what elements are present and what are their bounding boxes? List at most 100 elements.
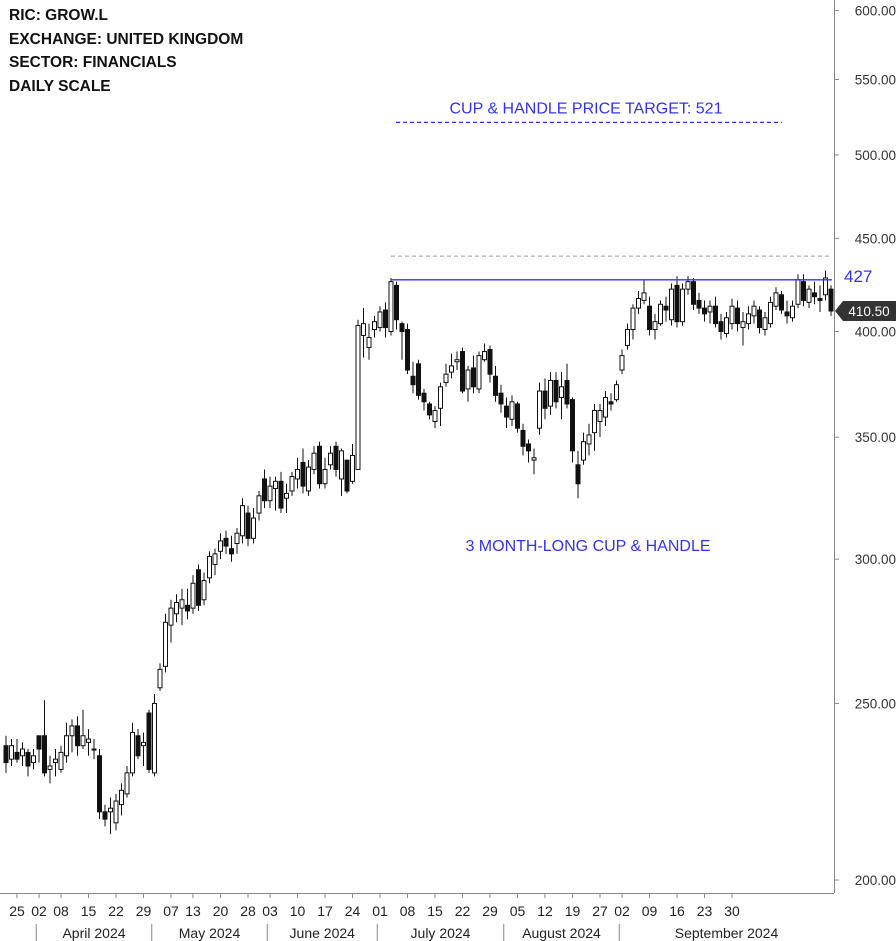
candle-body <box>735 307 740 325</box>
candle-body <box>179 599 185 609</box>
candle <box>185 588 190 620</box>
y-tick-label: 400.00 <box>855 325 896 340</box>
y-tick-label: 450.00 <box>855 231 896 246</box>
candle-body <box>273 480 278 490</box>
candle-body <box>322 468 328 485</box>
pattern-label: 3 MONTH-LONG CUP & HANDLE <box>465 538 710 555</box>
candle-body <box>559 386 564 398</box>
candle-body <box>812 292 817 298</box>
candle <box>157 663 163 691</box>
month-label: June 2024 <box>290 925 356 941</box>
candle-body <box>454 359 460 363</box>
candle-body <box>762 317 768 331</box>
candle <box>9 739 14 766</box>
candle <box>449 353 454 379</box>
candle-body <box>531 457 537 461</box>
candle <box>647 296 652 336</box>
candle <box>20 742 25 766</box>
candle <box>333 441 339 477</box>
x-tick-label: 02 <box>31 903 47 919</box>
candle <box>828 285 834 316</box>
candle-body <box>190 582 196 609</box>
candle <box>801 274 806 307</box>
candle <box>586 423 592 456</box>
candle <box>201 572 207 606</box>
x-tick-label: 05 <box>510 903 526 919</box>
x-tick-label: 17 <box>317 903 333 919</box>
candle <box>784 300 790 324</box>
last-price-tag: 410.50 <box>835 300 896 321</box>
candle-body <box>86 738 91 743</box>
candle <box>443 363 449 387</box>
candle <box>36 735 42 763</box>
candle-body <box>570 399 575 452</box>
month-label: May 2024 <box>179 925 241 941</box>
candle-body <box>707 305 713 313</box>
candle <box>295 457 300 489</box>
candle-body <box>504 405 509 418</box>
candle <box>762 311 768 336</box>
candle-body <box>751 305 757 317</box>
candle-body <box>289 476 295 492</box>
candle-body <box>608 401 614 405</box>
candle-body <box>592 409 597 434</box>
candle-body <box>284 492 289 499</box>
candle <box>135 729 141 760</box>
candle <box>564 363 570 409</box>
candle-body <box>168 607 174 626</box>
candle <box>130 722 135 777</box>
candle-body <box>647 305 652 331</box>
candle-body <box>355 325 361 470</box>
candle-body <box>757 309 762 329</box>
candle-body <box>69 725 75 737</box>
candle-body <box>823 277 828 296</box>
candle <box>663 296 669 322</box>
candle <box>641 279 647 305</box>
candle <box>421 388 427 411</box>
candle-body <box>443 373 449 384</box>
ric-label: RIC: GROW.L <box>9 7 109 24</box>
candle <box>707 300 713 324</box>
x-tick-label: 25 <box>9 903 25 919</box>
candle-body <box>779 294 784 311</box>
candle-body <box>240 505 245 537</box>
candle-body <box>366 336 372 348</box>
x-tick-label: 29 <box>136 903 152 919</box>
candles-layer <box>3 270 834 834</box>
candle-body <box>702 307 707 315</box>
candle-body <box>515 403 520 429</box>
candle <box>553 372 559 409</box>
candle <box>361 308 366 358</box>
candle <box>790 300 795 322</box>
candle <box>113 793 119 831</box>
candle-body <box>768 301 773 325</box>
x-tick-label: 16 <box>669 903 685 919</box>
candle <box>724 311 729 338</box>
candle-body <box>564 379 570 405</box>
annotation-layer: 427 CUP & HANDLE PRICE TARGET: 521 3 MONTH… <box>391 100 872 555</box>
candle <box>757 306 762 334</box>
y-tick-label: 350.00 <box>855 430 896 445</box>
candle <box>328 446 333 470</box>
candle <box>608 393 614 411</box>
candle-body <box>388 281 394 333</box>
candle <box>42 700 47 777</box>
candle <box>493 365 498 402</box>
candle <box>273 476 278 511</box>
x-tick-label: 02 <box>614 903 630 919</box>
candle <box>234 528 240 554</box>
candle-body <box>256 495 262 514</box>
candle-body <box>713 305 718 325</box>
candle <box>658 300 663 326</box>
candle-body <box>108 807 113 813</box>
candle <box>306 460 311 496</box>
candle <box>729 298 735 330</box>
candle <box>542 378 548 420</box>
candle-body <box>31 755 36 764</box>
candle-body <box>163 621 168 667</box>
instrument-info: RIC: GROW.L EXCHANGE: UNITED KINGDOM SEC… <box>9 4 243 98</box>
candle <box>339 448 344 496</box>
candle-body <box>476 355 482 390</box>
candle-body <box>9 745 14 760</box>
price-target-label: CUP & HANDLE PRICE TARGET: 521 <box>450 100 723 117</box>
